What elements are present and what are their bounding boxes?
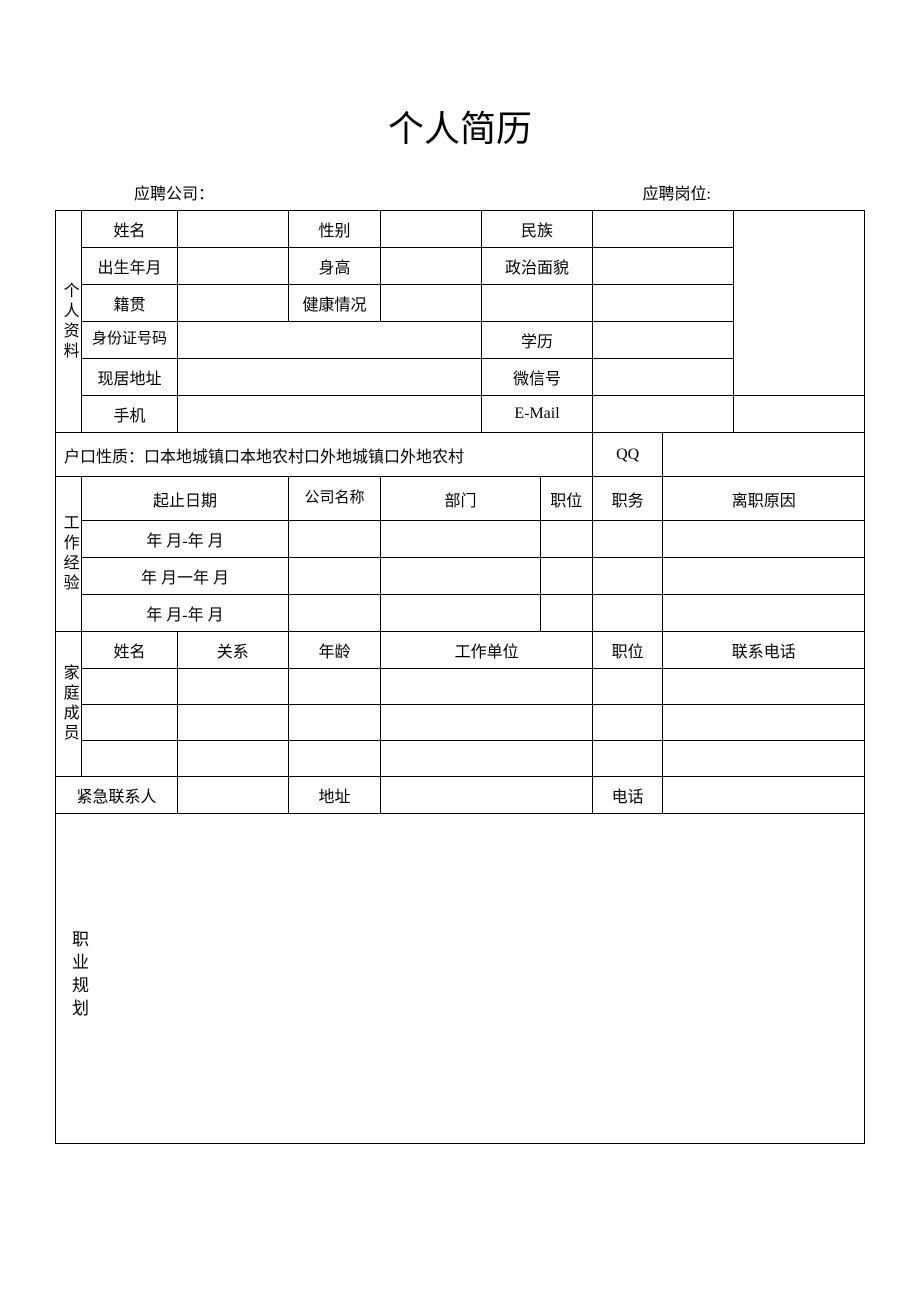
wechat-label: 微信号	[482, 359, 593, 396]
apply-company-label: 应聘公司：	[134, 180, 214, 204]
family-position-label: 职位	[592, 632, 663, 669]
family-age-label: 年龄	[288, 632, 381, 669]
family-row1-age	[288, 669, 381, 705]
family-row3-name	[82, 741, 178, 777]
photo-cell	[733, 211, 864, 396]
email-cell	[592, 396, 733, 433]
family-name-label: 姓名	[82, 632, 178, 669]
family-row2-relation	[177, 705, 288, 741]
family-row3-relation	[177, 741, 288, 777]
work-row1-company	[288, 521, 381, 558]
hukou-label: 户口性质：口本地城镇口本地农村口外地城镇口外地农村	[56, 433, 593, 477]
family-workplace-label: 工作单位	[381, 632, 593, 669]
work-row3-position	[540, 595, 592, 632]
idnum-label: 身份证号码	[82, 322, 178, 359]
idnum-cell	[177, 322, 481, 359]
emergency-contact-cell	[177, 777, 288, 814]
family-row2-workplace	[381, 705, 593, 741]
family-row1-relation	[177, 669, 288, 705]
resume-table: 个人资料 姓名 性别 民族 出生年月 身高 政治面貌 籍贯 健康情况 身份证号码…	[55, 210, 865, 1144]
work-section-label: 工作经验	[56, 477, 82, 632]
career-section-label: 职业规划	[66, 930, 91, 1022]
email-label: E-Mail	[482, 396, 593, 433]
work-row3-dept	[381, 595, 540, 632]
emergency-phone-cell	[663, 777, 865, 814]
gender-label: 性别	[288, 211, 381, 248]
health-cell	[381, 285, 482, 322]
work-row1-dept	[381, 521, 540, 558]
family-row1-position	[592, 669, 663, 705]
political-label: 政治面貌	[482, 248, 593, 285]
phone-cell	[177, 396, 481, 433]
family-row3-phone	[663, 741, 865, 777]
career-planning-cell: 职业规划	[56, 814, 865, 1144]
work-row2-duty	[592, 558, 663, 595]
work-dept-label: 部门	[381, 477, 540, 521]
work-row1-position	[540, 521, 592, 558]
family-phone-label: 联系电话	[663, 632, 865, 669]
hometown-cell	[177, 285, 288, 322]
blank-cell-1	[592, 285, 733, 322]
phone-label: 手机	[82, 396, 178, 433]
emergency-address-cell	[381, 777, 593, 814]
work-position-label: 职位	[540, 477, 592, 521]
family-row3-workplace	[381, 741, 593, 777]
work-row2-company	[288, 558, 381, 595]
email-box-cell	[733, 396, 864, 433]
work-row3-company	[288, 595, 381, 632]
family-section-label: 家庭成员	[56, 632, 82, 777]
family-row2-name	[82, 705, 178, 741]
wechat-cell	[592, 359, 733, 396]
emergency-address-label: 地址	[288, 777, 381, 814]
family-row3-age	[288, 741, 381, 777]
work-row2-dept	[381, 558, 540, 595]
work-row3-duty	[592, 595, 663, 632]
ethnic-label: 民族	[482, 211, 593, 248]
name-label: 姓名	[82, 211, 178, 248]
family-row1-name	[82, 669, 178, 705]
blank-label-1	[482, 285, 593, 322]
hometown-label: 籍贯	[82, 285, 178, 322]
gender-cell	[381, 211, 482, 248]
health-label: 健康情况	[288, 285, 381, 322]
education-cell	[592, 322, 733, 359]
header-row: 应聘公司： 应聘岗位:	[55, 180, 865, 208]
height-cell	[381, 248, 482, 285]
emergency-contact-label: 紧急联系人	[56, 777, 178, 814]
work-company-label: 公司名称	[288, 477, 381, 521]
work-date-label: 起止日期	[82, 477, 289, 521]
family-row2-age	[288, 705, 381, 741]
emergency-phone-label: 电话	[592, 777, 663, 814]
qq-cell	[663, 433, 865, 477]
name-cell	[177, 211, 288, 248]
work-row3-date: 年 月-年 月	[82, 595, 289, 632]
address-cell	[177, 359, 481, 396]
work-duty-label: 职务	[592, 477, 663, 521]
work-row1-reason	[663, 521, 865, 558]
work-reason-label: 离职原因	[663, 477, 865, 521]
qq-label: QQ	[592, 433, 663, 477]
apply-position-label: 应聘岗位:	[643, 180, 711, 204]
ethnic-cell	[592, 211, 733, 248]
work-row1-duty	[592, 521, 663, 558]
family-row1-phone	[663, 669, 865, 705]
family-row1-workplace	[381, 669, 593, 705]
family-relation-label: 关系	[177, 632, 288, 669]
birth-label: 出生年月	[82, 248, 178, 285]
family-row2-position	[592, 705, 663, 741]
work-row2-date: 年 月一年 月	[82, 558, 289, 595]
personal-section-label: 个人资料	[56, 211, 82, 433]
political-cell	[592, 248, 733, 285]
work-row3-reason	[663, 595, 865, 632]
document-title: 个人简历	[55, 100, 865, 152]
family-row3-position	[592, 741, 663, 777]
birth-cell	[177, 248, 288, 285]
work-row2-position	[540, 558, 592, 595]
education-label: 学历	[482, 322, 593, 359]
work-row1-date: 年 月-年 月	[82, 521, 289, 558]
family-row2-phone	[663, 705, 865, 741]
address-label: 现居地址	[82, 359, 178, 396]
work-row2-reason	[663, 558, 865, 595]
height-label: 身高	[288, 248, 381, 285]
